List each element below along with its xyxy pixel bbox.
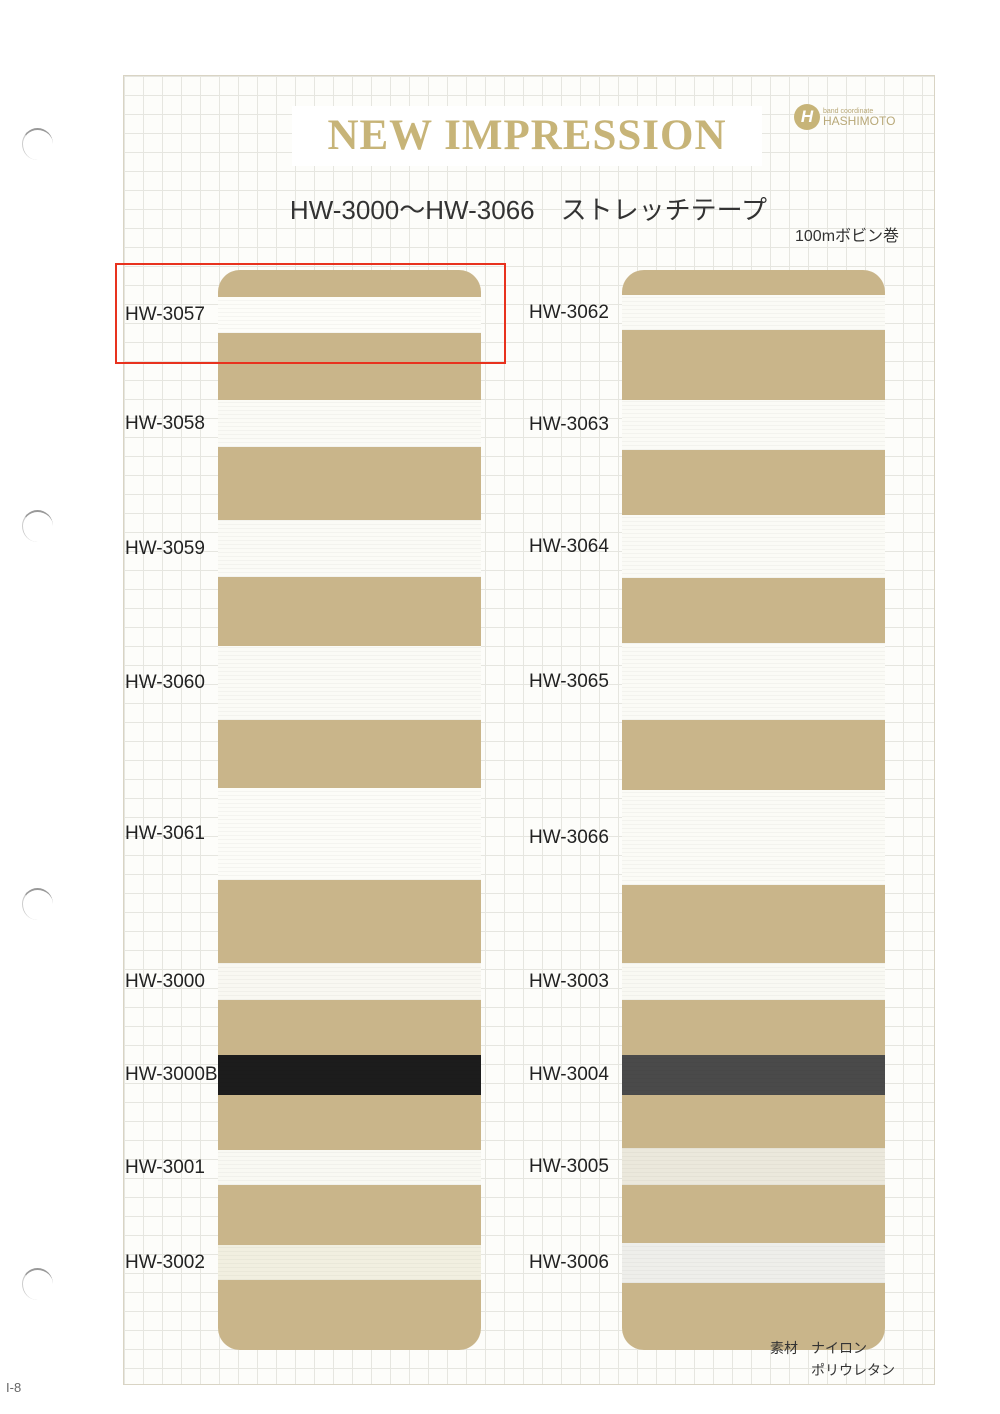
tape-swatch: [218, 646, 481, 720]
binder-hole: [22, 888, 53, 920]
product-code: HW-3061: [125, 823, 205, 844]
product-code: HW-3003: [529, 970, 609, 992]
product-code: HW-3058: [125, 412, 205, 434]
subtitle: HW-3000〜HW-3066 ストレッチテープ: [289, 195, 768, 225]
tape-swatch: [622, 1148, 885, 1185]
binder-hole: [22, 1268, 53, 1300]
tape-swatch: [218, 963, 481, 1000]
page-title: NEW IMPRESSION: [292, 106, 762, 166]
product-code: HW-3060: [125, 672, 205, 693]
binder-hole: [22, 510, 53, 542]
product-code: HW-3064: [529, 535, 609, 557]
product-code: HW-3062: [529, 301, 609, 323]
tape-swatch: [622, 1243, 885, 1283]
tape-swatch: [218, 520, 481, 577]
material-label: 素材: [770, 1340, 798, 1356]
logo-tagline: band coordinate: [823, 107, 874, 115]
tape-swatch: [622, 515, 885, 578]
tape-swatch: [218, 400, 481, 447]
product-code: HW-3000B: [125, 1064, 218, 1085]
page-number: I-8: [6, 1380, 22, 1395]
tape-swatch: [218, 1055, 481, 1095]
product-code: HW-3004: [529, 1064, 609, 1085]
logo-brand: HASHIMOTO: [823, 113, 896, 128]
product-code: HW-3057: [125, 304, 205, 325]
material-line-2: ポリウレタン: [811, 1362, 895, 1378]
tape-swatch: [218, 788, 481, 880]
product-code: HW-3001: [125, 1156, 205, 1178]
binder-hole: [22, 128, 53, 160]
product-code: HW-3066: [529, 826, 609, 848]
tape-swatch: [622, 963, 885, 1000]
highlight-box: [115, 263, 506, 364]
left-swatch-card: [218, 270, 481, 1350]
tape-swatch: [218, 297, 481, 333]
product-code: HW-3063: [529, 414, 609, 435]
product-code: HW-3000: [125, 970, 205, 992]
product-code: HW-3002: [125, 1251, 205, 1273]
tape-swatch: [622, 643, 885, 720]
material-line-1: ナイロン: [811, 1340, 867, 1356]
tape-swatch: [622, 295, 885, 330]
tape-swatch: [622, 790, 885, 885]
product-code: HW-3006: [529, 1252, 609, 1273]
brand-logo: H band coordinate HASHIMOTO: [794, 104, 895, 130]
logo-mark-icon: H: [794, 104, 820, 130]
bobbin-note: 100mボビン巻: [795, 228, 900, 245]
tape-swatch: [218, 1150, 481, 1185]
tape-swatch: [622, 400, 885, 450]
tape-swatch: [622, 1055, 885, 1095]
product-code: HW-3065: [529, 670, 609, 692]
product-code: HW-3059: [125, 537, 205, 559]
right-swatch-card: [622, 270, 885, 1350]
product-code: HW-3005: [529, 1155, 609, 1177]
tape-swatch: [218, 1245, 481, 1280]
